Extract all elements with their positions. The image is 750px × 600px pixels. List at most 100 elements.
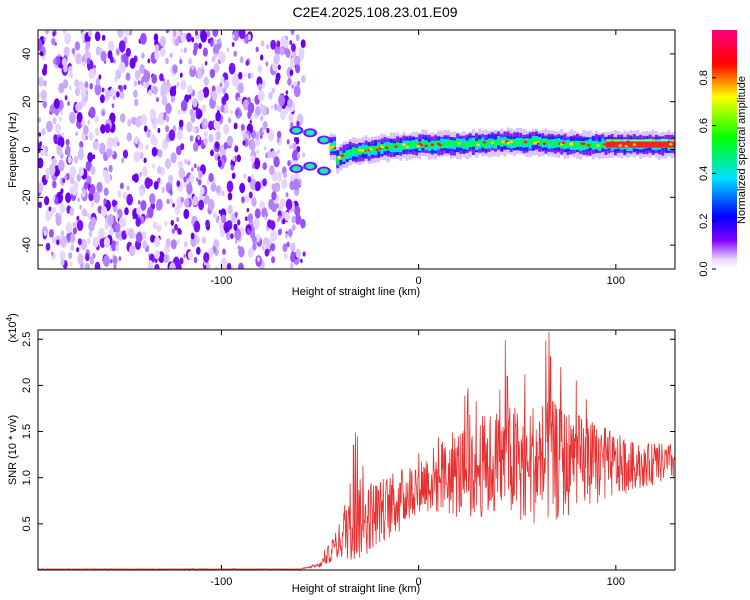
noise-speckle	[277, 104, 283, 113]
signal-hot-spot	[638, 144, 643, 147]
noise-speckle	[104, 173, 111, 185]
noise-speckle	[283, 172, 287, 179]
noise-speckle	[174, 205, 181, 216]
noise-speckle	[121, 157, 125, 164]
signal-band-cell	[582, 143, 586, 149]
noise-speckle	[230, 164, 234, 171]
noise-speckle	[226, 220, 233, 231]
noise-speckle	[184, 198, 190, 208]
signal-band-cell	[553, 140, 557, 146]
noise-speckle	[252, 243, 257, 251]
noise-speckle	[67, 156, 72, 164]
noise-speckle	[273, 103, 278, 111]
noise-speckle	[201, 68, 205, 75]
noise-speckle	[101, 206, 108, 217]
noise-speckle	[111, 199, 117, 208]
noise-speckle	[59, 250, 66, 261]
noise-speckle	[54, 197, 59, 204]
noise-speckle	[230, 110, 233, 115]
noise-speckle	[114, 76, 118, 83]
noise-speckle	[188, 58, 193, 65]
noise-speckle	[244, 194, 250, 203]
noise-speckle	[292, 149, 299, 162]
noise-speckle	[289, 144, 292, 150]
snr-y-tick-label: 1.0	[21, 470, 33, 485]
noise-speckle	[107, 213, 114, 226]
signal-hot-spot	[457, 142, 462, 145]
noise-speckle	[176, 239, 180, 245]
noise-speckle	[235, 109, 239, 116]
noise-speckle	[220, 105, 225, 113]
noise-speckle	[238, 262, 244, 269]
noise-speckle	[193, 42, 199, 51]
noise-speckle	[72, 227, 77, 235]
noise-speckle	[289, 40, 293, 45]
noise-speckle	[221, 190, 225, 196]
noise-speckle	[237, 245, 241, 250]
noise-speckle	[192, 112, 196, 118]
noise-speckle	[223, 142, 228, 150]
noise-speckle	[154, 263, 160, 269]
noise-speckle	[48, 216, 51, 221]
noise-speckle	[40, 89, 47, 101]
noise-speckle	[115, 244, 119, 252]
noise-speckle	[116, 49, 120, 55]
signal-band-cell	[585, 143, 589, 149]
noise-speckle	[276, 130, 282, 139]
noise-speckle	[245, 60, 249, 66]
noise-speckle	[102, 111, 105, 116]
noise-speckle	[260, 54, 264, 61]
noise-speckle	[238, 246, 245, 258]
noise-speckle	[65, 145, 71, 156]
snr-frame	[37, 329, 676, 571]
noise-speckle	[74, 41, 81, 51]
noise-speckle	[218, 221, 224, 231]
signal-band-cell	[541, 139, 545, 146]
noise-speckle	[69, 111, 76, 124]
noise-speckle	[273, 53, 280, 65]
spectrogram-y-tick-label: 20	[21, 96, 33, 108]
noise-speckle	[87, 237, 91, 245]
noise-speckle	[291, 224, 296, 231]
noise-speckle	[270, 39, 276, 50]
noise-speckle	[266, 127, 270, 134]
noise-speckle	[109, 247, 112, 252]
noise-speckle	[59, 203, 66, 214]
noise-speckle	[138, 200, 141, 205]
noise-speckle	[251, 197, 257, 207]
signal-hot-spot	[662, 143, 667, 146]
noise-speckle	[103, 237, 110, 248]
noise-speckle	[161, 186, 165, 194]
noise-speckle	[192, 97, 198, 108]
noise-speckle	[184, 241, 188, 248]
noise-speckle	[110, 87, 116, 98]
noise-speckle	[77, 148, 85, 160]
noise-speckle	[251, 173, 255, 180]
signal-hot-spot	[337, 156, 342, 160]
noise-speckle	[128, 228, 135, 239]
noise-speckle	[214, 52, 218, 58]
noise-speckle	[284, 211, 291, 222]
noise-speckle	[252, 235, 257, 244]
noise-speckle	[169, 262, 176, 269]
noise-speckle	[189, 108, 194, 117]
noise-speckle	[255, 137, 261, 147]
noise-speckle	[166, 79, 170, 84]
noise-speckle	[286, 241, 290, 248]
noise-speckle	[195, 30, 198, 36]
signal-hot-spot	[476, 143, 481, 147]
noise-speckle	[184, 158, 188, 165]
noise-speckle	[76, 112, 83, 123]
noise-speckle	[87, 120, 90, 125]
noise-speckle	[203, 130, 208, 138]
noise-speckle	[133, 89, 138, 98]
noise-speckle	[214, 266, 218, 269]
signal-hot-spot	[596, 144, 600, 147]
signal-hot-spot	[580, 142, 585, 145]
noise-speckle	[283, 39, 289, 49]
noise-speckle	[83, 181, 89, 190]
noise-speckle	[203, 195, 209, 205]
noise-speckle	[156, 198, 163, 211]
noise-speckle	[56, 239, 60, 245]
noise-speckle	[164, 221, 168, 227]
